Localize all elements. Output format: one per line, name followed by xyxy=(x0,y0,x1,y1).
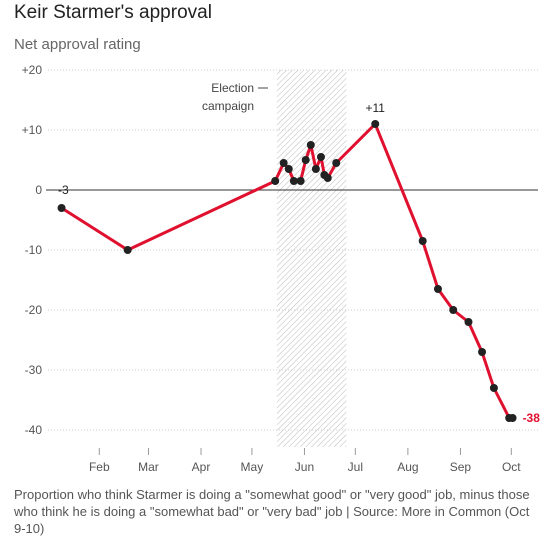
y-tick-label: 0 xyxy=(35,183,42,197)
start-value-label: -3 xyxy=(58,183,69,197)
y-tick-label: +20 xyxy=(22,63,43,77)
campaign-label: campaign xyxy=(202,99,254,113)
data-point xyxy=(332,159,341,167)
y-tick-label: -30 xyxy=(25,363,43,377)
data-point xyxy=(433,285,442,293)
data-point xyxy=(123,246,132,254)
x-tick-label: Jul xyxy=(348,460,363,474)
x-tick-label: Jun xyxy=(295,460,314,474)
x-tick-label: Mar xyxy=(138,460,159,474)
chart-footnote: Proportion who think Starmer is doing a … xyxy=(14,487,530,536)
chart-title: Keir Starmer's approval xyxy=(14,2,212,23)
x-tick-label: Feb xyxy=(89,460,110,474)
data-point xyxy=(306,141,315,149)
data-point xyxy=(371,120,380,128)
data-point xyxy=(301,156,310,164)
data-point xyxy=(489,384,498,392)
data-point xyxy=(478,348,487,356)
data-point xyxy=(449,306,458,314)
data-point xyxy=(296,177,305,185)
approval-line-chart: +20 +10 0 -10 -20 -30 -40 Feb Mar Apr May Jun Jul Aug… xyxy=(22,63,541,474)
chart-subtitle: Net approval rating xyxy=(14,36,141,53)
data-point xyxy=(279,159,288,167)
data-point xyxy=(311,165,320,173)
data-point xyxy=(323,174,332,182)
x-tick-label: Oct xyxy=(502,460,521,474)
x-tick-label: Aug xyxy=(397,460,418,474)
y-tick-label: -40 xyxy=(25,423,43,437)
y-tick-label: +10 xyxy=(22,123,43,137)
data-point xyxy=(316,153,325,161)
y-tick-label: -20 xyxy=(25,303,43,317)
peak-value-label: +11 xyxy=(365,101,385,115)
x-tick-label: Apr xyxy=(192,460,211,474)
data-point xyxy=(289,177,298,185)
data-point xyxy=(464,318,473,326)
y-tick-label: -10 xyxy=(25,243,43,257)
x-tick-label: May xyxy=(241,460,264,474)
data-point xyxy=(271,177,280,185)
data-point xyxy=(508,414,517,422)
data-point xyxy=(284,165,293,173)
data-point xyxy=(57,204,66,212)
data-point xyxy=(418,237,427,245)
latest-value-label: -38 xyxy=(523,411,541,425)
election-label: Election xyxy=(211,81,254,95)
x-tick-label: Sep xyxy=(450,460,472,474)
election-campaign-band xyxy=(276,70,347,447)
